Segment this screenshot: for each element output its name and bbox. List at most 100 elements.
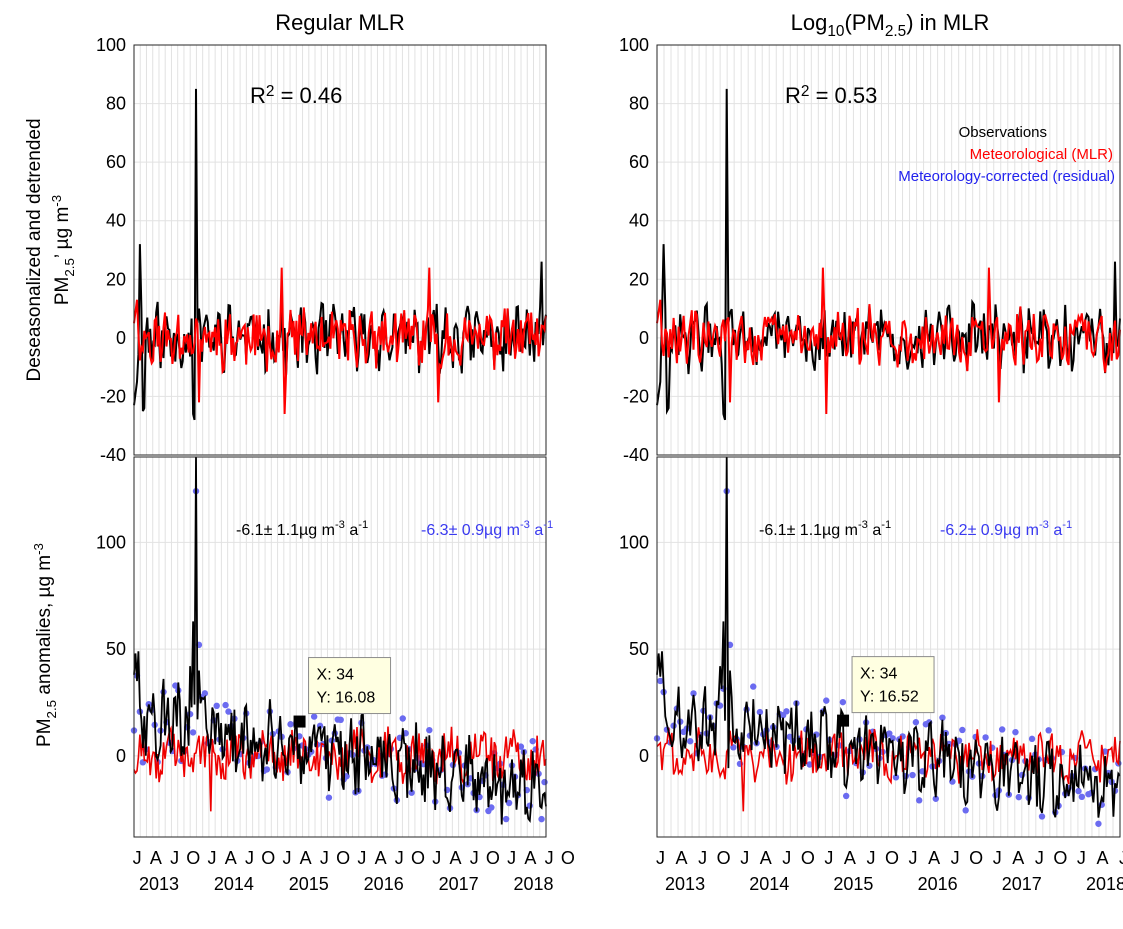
residual-point bbox=[939, 714, 946, 721]
residual-point bbox=[892, 774, 900, 781]
panel-top-left: -40 -20 0 20 40 60 80 100 R2 = 0.46 bbox=[96, 35, 547, 465]
y-tick-label: 20 bbox=[106, 269, 126, 289]
datatip-y-label: Y: 16.52 bbox=[860, 689, 919, 706]
residual-point bbox=[1075, 787, 1082, 795]
trend-observations-label: -6.1± 1.1µg m-3 a-1 bbox=[759, 519, 891, 539]
residual-point bbox=[932, 795, 939, 802]
residual-point bbox=[222, 701, 229, 709]
residual-point bbox=[756, 708, 764, 716]
y-axis-label-bottom: PM2.5 anomalies, µg m-3 bbox=[31, 543, 59, 747]
residual-point bbox=[839, 698, 847, 706]
residual-point bbox=[962, 807, 969, 814]
residual-point bbox=[750, 683, 757, 690]
legend-entry: Meteorology-corrected (residual) bbox=[898, 168, 1115, 185]
residual-point bbox=[842, 792, 850, 800]
axes-box bbox=[656, 456, 1121, 838]
y-tick-label: 50 bbox=[106, 639, 126, 659]
trend-residual-label: -6.2± 0.9µg m-3 a-1 bbox=[940, 519, 1072, 539]
x-tick-month-label: J bbox=[395, 848, 404, 868]
x-tick-year-label: 2018 bbox=[513, 874, 553, 894]
x-tick-month-label: J bbox=[824, 848, 833, 868]
x-tick-year-label: 2014 bbox=[749, 874, 789, 894]
chart-title-right: Log10(PM2.5) in MLR bbox=[791, 10, 990, 40]
residual-point bbox=[806, 761, 813, 768]
x-tick-year-label: 2017 bbox=[439, 874, 479, 894]
residual-point bbox=[488, 804, 495, 811]
x-tick-year-label: 2016 bbox=[364, 874, 404, 894]
y-tick-label: 100 bbox=[619, 35, 649, 55]
x-tick-month-label: J bbox=[782, 848, 791, 868]
meteorological-line bbox=[656, 267, 1121, 415]
x-tick-year-label: 2015 bbox=[833, 874, 873, 894]
residual-point bbox=[541, 778, 548, 786]
residual-point bbox=[823, 697, 830, 704]
residual-point bbox=[912, 719, 920, 726]
x-tick-month-label: A bbox=[676, 848, 688, 868]
legend-entry: Observations bbox=[959, 124, 1047, 141]
x-tick-month-label: J bbox=[282, 848, 291, 868]
meteorological-line bbox=[656, 727, 1121, 812]
y-tick-label: -40 bbox=[100, 445, 126, 465]
panel-bottom-right: 0 50 100 -6.1± 1.1µg m-3 a-1 -6.2± 0.9µg m-3… bbox=[619, 456, 1123, 894]
axes-box bbox=[133, 456, 547, 838]
observations-line bbox=[133, 456, 547, 825]
x-tick-month-label: A bbox=[1096, 848, 1108, 868]
x-tick-month-label: O bbox=[486, 848, 500, 868]
residual-point bbox=[657, 677, 664, 685]
y-axis-label-top: Deseasonalized and detrended PM2.5’ µg m-… bbox=[24, 118, 77, 381]
residual-point bbox=[263, 766, 271, 773]
residual-point bbox=[786, 733, 793, 740]
panel-bottom-left: 0 50 100 -6.1± 1.1µg m-3 a-1 -6.3± 0.9µg m-3… bbox=[96, 456, 575, 894]
datatip-marker bbox=[837, 714, 850, 727]
residual-point bbox=[686, 738, 694, 745]
x-tick-year-label: 2013 bbox=[665, 874, 705, 894]
x-tick-month-label: O bbox=[336, 848, 350, 868]
x-tick-month-label: O bbox=[186, 848, 200, 868]
x-tick-month-label: A bbox=[150, 848, 162, 868]
x-tick-year-label: 2013 bbox=[139, 874, 179, 894]
x-tick-year-label: 2018 bbox=[1086, 874, 1123, 894]
x-tick-year-label: 2015 bbox=[289, 874, 329, 894]
x-tick-month-label: O bbox=[801, 848, 815, 868]
x-tick-month-label: J bbox=[698, 848, 707, 868]
x-tick-month-label: A bbox=[375, 848, 387, 868]
residual-point bbox=[189, 729, 197, 736]
residual-point bbox=[982, 734, 989, 741]
x-tick-year-label: 2014 bbox=[214, 874, 254, 894]
datatip-box bbox=[851, 656, 935, 714]
x-tick-month-label: J bbox=[866, 848, 875, 868]
x-tick-month-label: O bbox=[717, 848, 731, 868]
x-tick-month-label: O bbox=[885, 848, 899, 868]
residual-point bbox=[529, 737, 536, 745]
residual-point bbox=[201, 690, 209, 697]
datatip-y-label: Y: 16.08 bbox=[317, 690, 376, 707]
y-axis-label-bottom-text: PM2.5 anomalies, µg m-3 bbox=[31, 543, 59, 747]
legend-entry: Meteorological (MLR) bbox=[970, 146, 1113, 163]
r-squared-label: R2 = 0.53 bbox=[785, 83, 877, 108]
datatip-x-label: X: 34 bbox=[860, 666, 897, 683]
x-tick-month-label: J bbox=[507, 848, 516, 868]
x-tick-year-label: 2017 bbox=[1002, 874, 1042, 894]
residual-point bbox=[998, 726, 1006, 733]
x-tick-month-label: J bbox=[208, 848, 217, 868]
x-tick-month-label: O bbox=[261, 848, 275, 868]
x-tick-month-label: A bbox=[524, 848, 536, 868]
x-tick-month-label: J bbox=[133, 848, 142, 868]
trend-residual-label: -6.3± 0.9µg m-3 a-1 bbox=[421, 519, 553, 539]
x-tick-month-label: J bbox=[170, 848, 179, 868]
datatip-box bbox=[308, 657, 392, 715]
observations-line bbox=[656, 456, 1121, 818]
x-tick-month-label: J bbox=[1119, 848, 1123, 868]
x-tick-month-label: A bbox=[449, 848, 461, 868]
residual-point bbox=[408, 789, 415, 796]
x-tick-month-label: J bbox=[432, 848, 441, 868]
x-tick-month-label: J bbox=[993, 848, 1002, 868]
gridlines bbox=[657, 44, 1120, 456]
y-tick-label: 20 bbox=[629, 269, 649, 289]
y-tick-label: -40 bbox=[623, 445, 649, 465]
residual-point bbox=[690, 690, 697, 697]
x-tick-month-label: A bbox=[1012, 848, 1024, 868]
residual-point bbox=[337, 716, 344, 724]
y-tick-label: 0 bbox=[639, 328, 649, 348]
y-axis-label-line1: Deseasonalized and detrended bbox=[24, 118, 45, 381]
